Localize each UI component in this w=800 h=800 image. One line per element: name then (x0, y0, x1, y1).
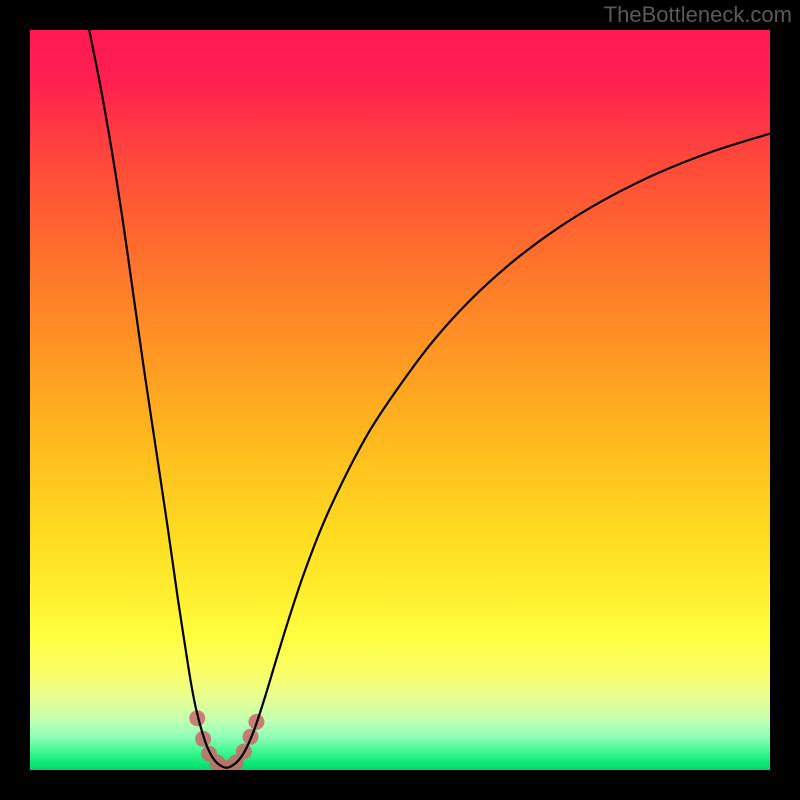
valley-markers (189, 710, 264, 770)
plot-area (30, 30, 770, 770)
watermark-text: TheBottleneck.com (604, 2, 792, 28)
bottleneck-curve (30, 30, 770, 770)
curve-line (89, 30, 770, 768)
chart-container: TheBottleneck.com (0, 0, 800, 800)
